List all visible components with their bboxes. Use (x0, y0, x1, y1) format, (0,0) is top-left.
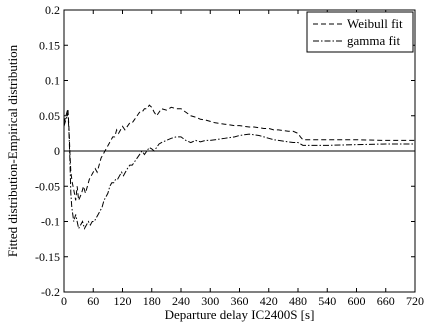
x-tick-label: 720 (406, 294, 424, 308)
y-tick-label: -0.15 (35, 250, 60, 264)
legend-label: gamma fit (347, 33, 400, 48)
x-tick-label: 60 (87, 294, 99, 308)
series-line-weibull (63, 104, 415, 201)
y-tick-label: 0.15 (39, 38, 60, 52)
x-tick-label: 240 (172, 294, 190, 308)
x-tick-label: 300 (201, 294, 219, 308)
y-tick-label: 0.05 (39, 109, 60, 123)
y-tick-label: 0 (54, 144, 60, 158)
x-tick-label: 180 (143, 294, 161, 308)
legend-box (306, 11, 414, 53)
y-tick-label: 0.2 (45, 3, 60, 17)
x-tick-label: 420 (260, 294, 278, 308)
x-tick-label: 540 (318, 294, 336, 308)
x-tick-label: 360 (231, 294, 249, 308)
x-tick-label: 660 (377, 294, 395, 308)
x-tick-label: 0 (61, 294, 67, 308)
y-tick-label: -0.2 (41, 285, 60, 299)
legend-label: Weibull fit (347, 16, 403, 31)
y-tick-label: -0.05 (35, 179, 60, 193)
y-tick-label: 0.1 (45, 74, 60, 88)
x-tick-label: 600 (348, 294, 366, 308)
x-tick-label: 480 (289, 294, 307, 308)
x-axis-label: Departure delay IC2400S [s] (165, 307, 315, 322)
y-tick-label: -0.1 (41, 215, 60, 229)
x-tick-label: 120 (114, 294, 132, 308)
y-axis-label: Fitted distribution-Empirical distributi… (5, 44, 20, 257)
